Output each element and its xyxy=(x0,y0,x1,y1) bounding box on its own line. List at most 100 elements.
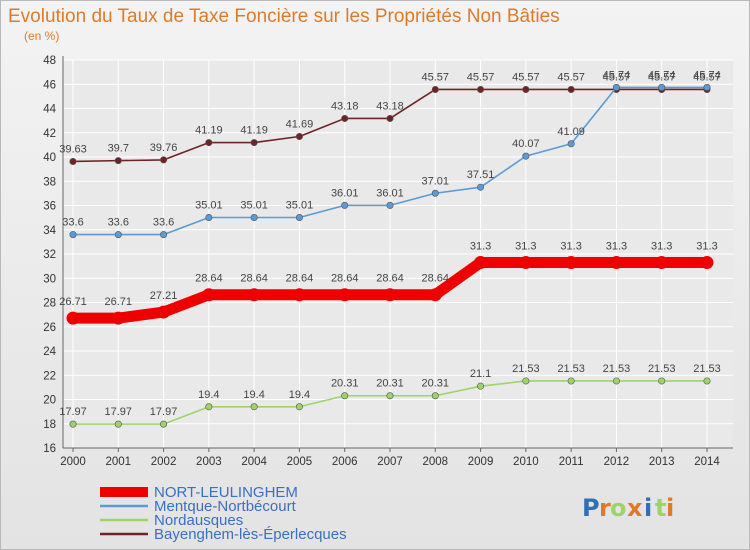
data-label: 35.01 xyxy=(195,200,223,212)
x-tick-label: 2014 xyxy=(694,456,720,468)
series-point-0 xyxy=(655,255,669,269)
logo-letter: i xyxy=(644,494,652,522)
data-label: 45.57 xyxy=(557,71,585,83)
data-label: 45.74 xyxy=(693,69,721,81)
series-point-0 xyxy=(700,255,714,269)
series-point-3 xyxy=(250,139,258,147)
y-tick-label: 28 xyxy=(43,298,56,310)
logo-letter: o xyxy=(610,494,627,522)
data-label: 45.74 xyxy=(603,69,631,81)
x-tick-label: 2005 xyxy=(287,456,313,468)
data-label: 33.6 xyxy=(62,217,83,229)
data-label: 20.31 xyxy=(376,378,404,390)
data-label: 28.64 xyxy=(195,273,223,285)
y-tick-label: 48 xyxy=(43,55,56,67)
data-label: 31.3 xyxy=(651,240,672,252)
series-point-1 xyxy=(612,83,620,91)
series-point-2 xyxy=(114,420,122,428)
legend-label: Nordausques xyxy=(154,512,243,529)
y-tick-label: 20 xyxy=(43,395,56,407)
series-point-0 xyxy=(157,305,171,319)
series-point-3 xyxy=(160,156,168,164)
data-label: 17.97 xyxy=(59,406,87,418)
x-tick-label: 2010 xyxy=(513,456,539,468)
data-label: 33.6 xyxy=(153,217,174,229)
data-label: 27.21 xyxy=(150,290,178,302)
series-point-2 xyxy=(160,420,168,428)
data-label: 19.4 xyxy=(243,389,264,401)
data-label: 45.57 xyxy=(603,71,631,83)
series-point-2 xyxy=(386,392,394,400)
series-point-1 xyxy=(69,231,77,239)
y-tick-label: 46 xyxy=(43,79,56,91)
x-tick-label: 2000 xyxy=(60,456,86,468)
legend-label: Mentque-Nortbécourt xyxy=(154,498,297,515)
data-label: 31.3 xyxy=(606,240,627,252)
series-layer xyxy=(66,83,714,428)
data-label: 35.01 xyxy=(286,200,314,212)
series-point-0 xyxy=(564,255,578,269)
series-point-1 xyxy=(522,152,530,160)
logo-letter: P xyxy=(582,494,600,522)
data-label: 37.51 xyxy=(467,169,495,181)
series-point-1 xyxy=(431,189,439,197)
data-label: 19.4 xyxy=(198,389,219,401)
x-tick-label: 2011 xyxy=(559,456,584,468)
data-label: 45.74 xyxy=(648,69,676,81)
data-label: 28.64 xyxy=(376,273,404,285)
data-label: 36.01 xyxy=(376,187,404,199)
data-label: 21.53 xyxy=(603,363,631,375)
data-label: 35.01 xyxy=(240,200,268,212)
y-tick-label: 40 xyxy=(43,152,56,164)
series-point-1 xyxy=(658,83,666,91)
series-point-1 xyxy=(341,201,349,209)
legend-label: NORT-LEULINGHEM xyxy=(154,484,298,501)
series-point-2 xyxy=(567,377,575,385)
y-tick-label: 22 xyxy=(43,370,56,382)
data-label: 39.63 xyxy=(59,143,87,155)
series-point-0 xyxy=(609,255,623,269)
data-label: 45.57 xyxy=(512,71,540,83)
data-label: 37.01 xyxy=(422,175,450,187)
data-label: 36.01 xyxy=(331,187,359,199)
y-tick-label: 30 xyxy=(43,273,56,285)
series-point-2 xyxy=(295,403,303,411)
data-label: 20.31 xyxy=(331,378,359,390)
series-point-3 xyxy=(522,85,530,93)
x-tick-label: 2009 xyxy=(468,456,494,468)
data-label: 28.64 xyxy=(240,273,268,285)
series-point-1 xyxy=(477,183,485,191)
series-point-2 xyxy=(612,377,620,385)
series-point-2 xyxy=(703,377,711,385)
logo-letter: i xyxy=(666,494,674,522)
data-label: 45.57 xyxy=(467,71,495,83)
chart-title: Evolution du Taux de Taxe Foncière sur l… xyxy=(8,6,560,27)
series-point-1 xyxy=(567,140,575,148)
x-tick-label: 2007 xyxy=(377,456,403,468)
data-label: 33.6 xyxy=(108,217,129,229)
series-point-0 xyxy=(202,288,216,302)
series-point-2 xyxy=(431,392,439,400)
series-point-3 xyxy=(295,133,303,141)
x-tick-label: 2003 xyxy=(196,456,222,468)
data-label: 45.57 xyxy=(648,71,676,83)
y-tick-label: 16 xyxy=(43,443,56,455)
legend-label: Bayenghem-lès-Éperlecques xyxy=(154,526,347,543)
series-point-2 xyxy=(341,392,349,400)
data-label: 39.76 xyxy=(150,142,178,154)
data-label: 21.53 xyxy=(512,363,540,375)
y-tick-label: 36 xyxy=(43,201,56,213)
series-point-3 xyxy=(114,157,122,165)
data-label: 43.18 xyxy=(331,100,359,112)
series-point-1 xyxy=(114,231,122,239)
data-label: 31.3 xyxy=(560,240,581,252)
data-label: 17.97 xyxy=(105,406,133,418)
series-point-2 xyxy=(477,382,485,390)
y-tick-label: 38 xyxy=(43,176,56,188)
data-labels: 26.71 26.71 27.21 28.64 28.64 28.64 28.64 28.64… xyxy=(59,69,721,418)
x-tick-label: 2004 xyxy=(241,456,267,468)
axes: 16 18 20 22 24 26 28 30 32 34 36 38 40 42 44 46 48 2000 20… xyxy=(43,55,733,468)
logo-letter: x xyxy=(627,494,643,522)
